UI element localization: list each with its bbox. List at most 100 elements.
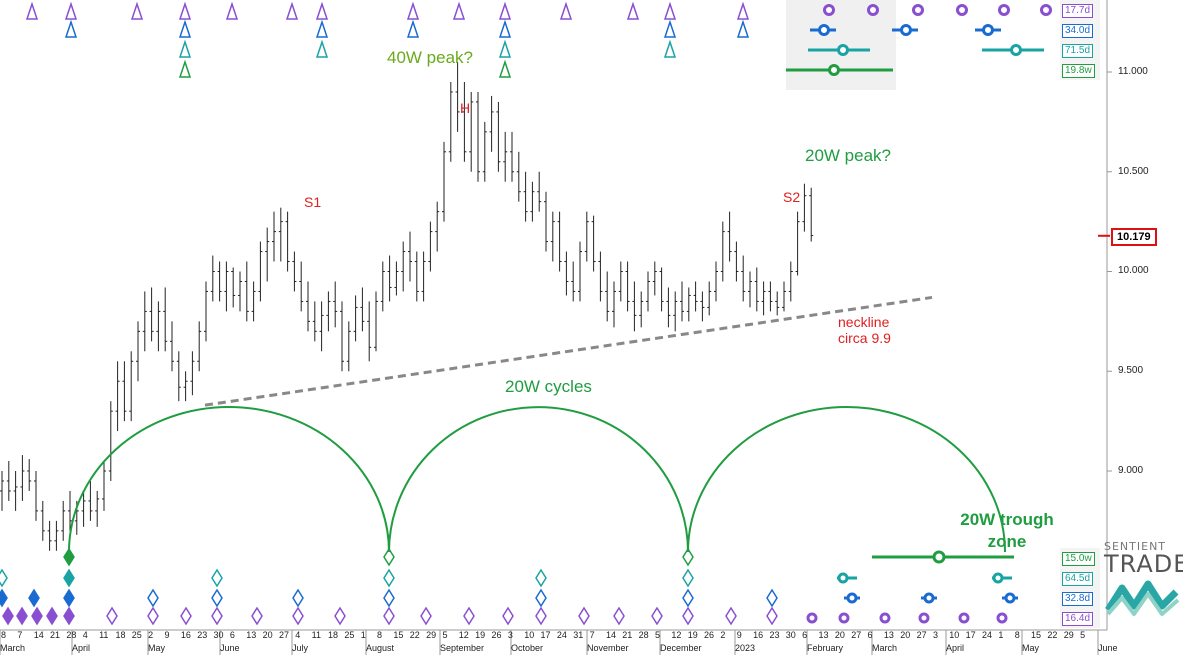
x-tick-label: 11 (311, 630, 321, 640)
x-tick-label: 22 (1047, 630, 1058, 640)
x-tick-label: 3 (507, 630, 513, 640)
x-tick-label: 28 (66, 630, 77, 640)
cycle-trough-diamond (147, 606, 159, 626)
cycle-projection-marker-17d (1040, 4, 1052, 16)
cycle-projection-marker-17d (998, 4, 1010, 16)
cycle-trough-diamond (251, 606, 263, 626)
cycle-badge-bottom: 15.0w (1062, 552, 1095, 566)
logo-sentient: SENTIENT (1104, 540, 1167, 553)
x-tick-label: 11 (99, 630, 109, 640)
cycle-projection-marker-bottom (918, 612, 930, 624)
x-tick-label: 6 (802, 630, 808, 640)
cycle-trough-diamond (420, 606, 432, 626)
x-tick-label: 5 (1080, 630, 1086, 640)
x-tick-label: 7 (17, 630, 23, 640)
cycle-trough-triangle (736, 1, 750, 20)
x-tick-label: 29 (1063, 630, 1074, 640)
cycle-projection-marker (900, 24, 912, 36)
cycle-trough-triangle (498, 59, 512, 78)
cycle-trough-triangle (559, 1, 573, 20)
x-month-label: August (366, 643, 395, 653)
x-tick-label: 4 (295, 630, 301, 640)
x-month-label: December (660, 643, 702, 653)
cycle-badge-top: 71.5d (1062, 44, 1094, 58)
cycle-trough-triangle (736, 19, 750, 38)
cycle-trough-triangle (225, 1, 239, 20)
cycle-projection-marker-bottom (992, 572, 1004, 584)
cycle-projection-marker (982, 24, 994, 36)
x-tick-label: 27 (916, 630, 927, 640)
cycle-projection-marker-bottom (838, 612, 850, 624)
x-tick-label: 13 (883, 630, 894, 640)
cycle-trough-triangle (178, 39, 192, 58)
cycle-trough-triangle (498, 19, 512, 38)
cycle-trough-diamond (383, 606, 395, 626)
x-tick-label: 19 (475, 630, 486, 640)
cycle-projection-marker-bottom (806, 612, 818, 624)
x-tick-label: 26 (704, 630, 715, 640)
cycle-projection-marker-bottom (958, 612, 970, 624)
x-tick-label: 2 (148, 630, 154, 640)
cycle-projection-marker-17d (823, 4, 835, 16)
cycle-trough-diamond (0, 568, 8, 588)
annotation-trough-line1: 20W trough (960, 510, 1054, 529)
cycle-trough-triangle (406, 19, 420, 38)
x-tick-label: 16 (753, 630, 764, 640)
cycle-trough-triangle (663, 19, 677, 38)
annotation-20w-peak: 20W peak? (805, 146, 891, 165)
annotation-40w-peak: 40W peak? (387, 48, 473, 67)
x-month-label: March (0, 643, 26, 653)
x-month-label: 2023 (735, 643, 756, 653)
trough-zone-marker (932, 550, 946, 564)
x-tick-label: 30 (785, 630, 796, 640)
x-tick-label: 22 (409, 630, 420, 640)
cycle-trough-diamond (651, 606, 663, 626)
x-tick-label: 27 (851, 630, 862, 640)
x-month-label: July (292, 643, 309, 653)
x-tick-label: 18 (115, 630, 126, 640)
x-month-label: February (807, 643, 844, 653)
cycle-badge-top: 34.0d (1062, 24, 1094, 38)
y-tick-label: 9.500 (1118, 365, 1144, 376)
cycle-projection-marker-17d (867, 4, 879, 16)
cycle-projection-marker-bottom (837, 572, 849, 584)
annotation-head: H (460, 100, 471, 116)
cycle-trough-diamond (578, 606, 590, 626)
cycle-trough-diamond (2, 606, 14, 626)
x-tick-label: 4 (82, 630, 88, 640)
x-tick-label: 24 (982, 630, 993, 640)
logo-mark-icon (1105, 580, 1180, 616)
cycle-trough-triangle (64, 19, 78, 38)
x-tick-label: 6 (229, 630, 235, 640)
annotation-s2: S2 (783, 189, 801, 205)
cycle-projection-marker (1010, 44, 1022, 56)
cycle-trough-triangle (315, 39, 329, 58)
x-tick-label: 23 (197, 630, 208, 640)
cycle-trough-triangle (452, 1, 466, 20)
x-tick-label: 8 (377, 630, 383, 640)
cycle-trough-diamond (383, 547, 395, 567)
x-tick-label: 27 (278, 630, 289, 640)
x-tick-label: 12 (671, 630, 682, 640)
cycle-trough-diamond (63, 568, 75, 588)
cycle-badge-top: 19.8w (1062, 64, 1095, 78)
cycle-trough-diamond (0, 588, 8, 608)
neckline-trend-line (204, 295, 933, 407)
x-tick-label: 3 (932, 630, 938, 640)
cycle-projection-marker-bottom (879, 612, 891, 624)
cycle-trough-diamond (147, 588, 159, 608)
cycle-trough-diamond (766, 606, 778, 626)
annotation-neckline: neckline circa 9.9 (838, 314, 891, 346)
x-tick-label: 6 (867, 630, 873, 640)
cycle-trough-triangle (498, 39, 512, 58)
x-tick-label: 5 (442, 630, 448, 640)
cycle-projection-marker (837, 44, 849, 56)
x-month-label: May (1022, 643, 1040, 653)
cycle-projection-marker-17d (912, 4, 924, 16)
cycle-projection-marker-bottom (923, 592, 935, 604)
x-tick-label: 25 (131, 630, 142, 640)
cycle-badge-bottom: 64.5d (1062, 572, 1094, 586)
x-tick-label: 13 (818, 630, 829, 640)
